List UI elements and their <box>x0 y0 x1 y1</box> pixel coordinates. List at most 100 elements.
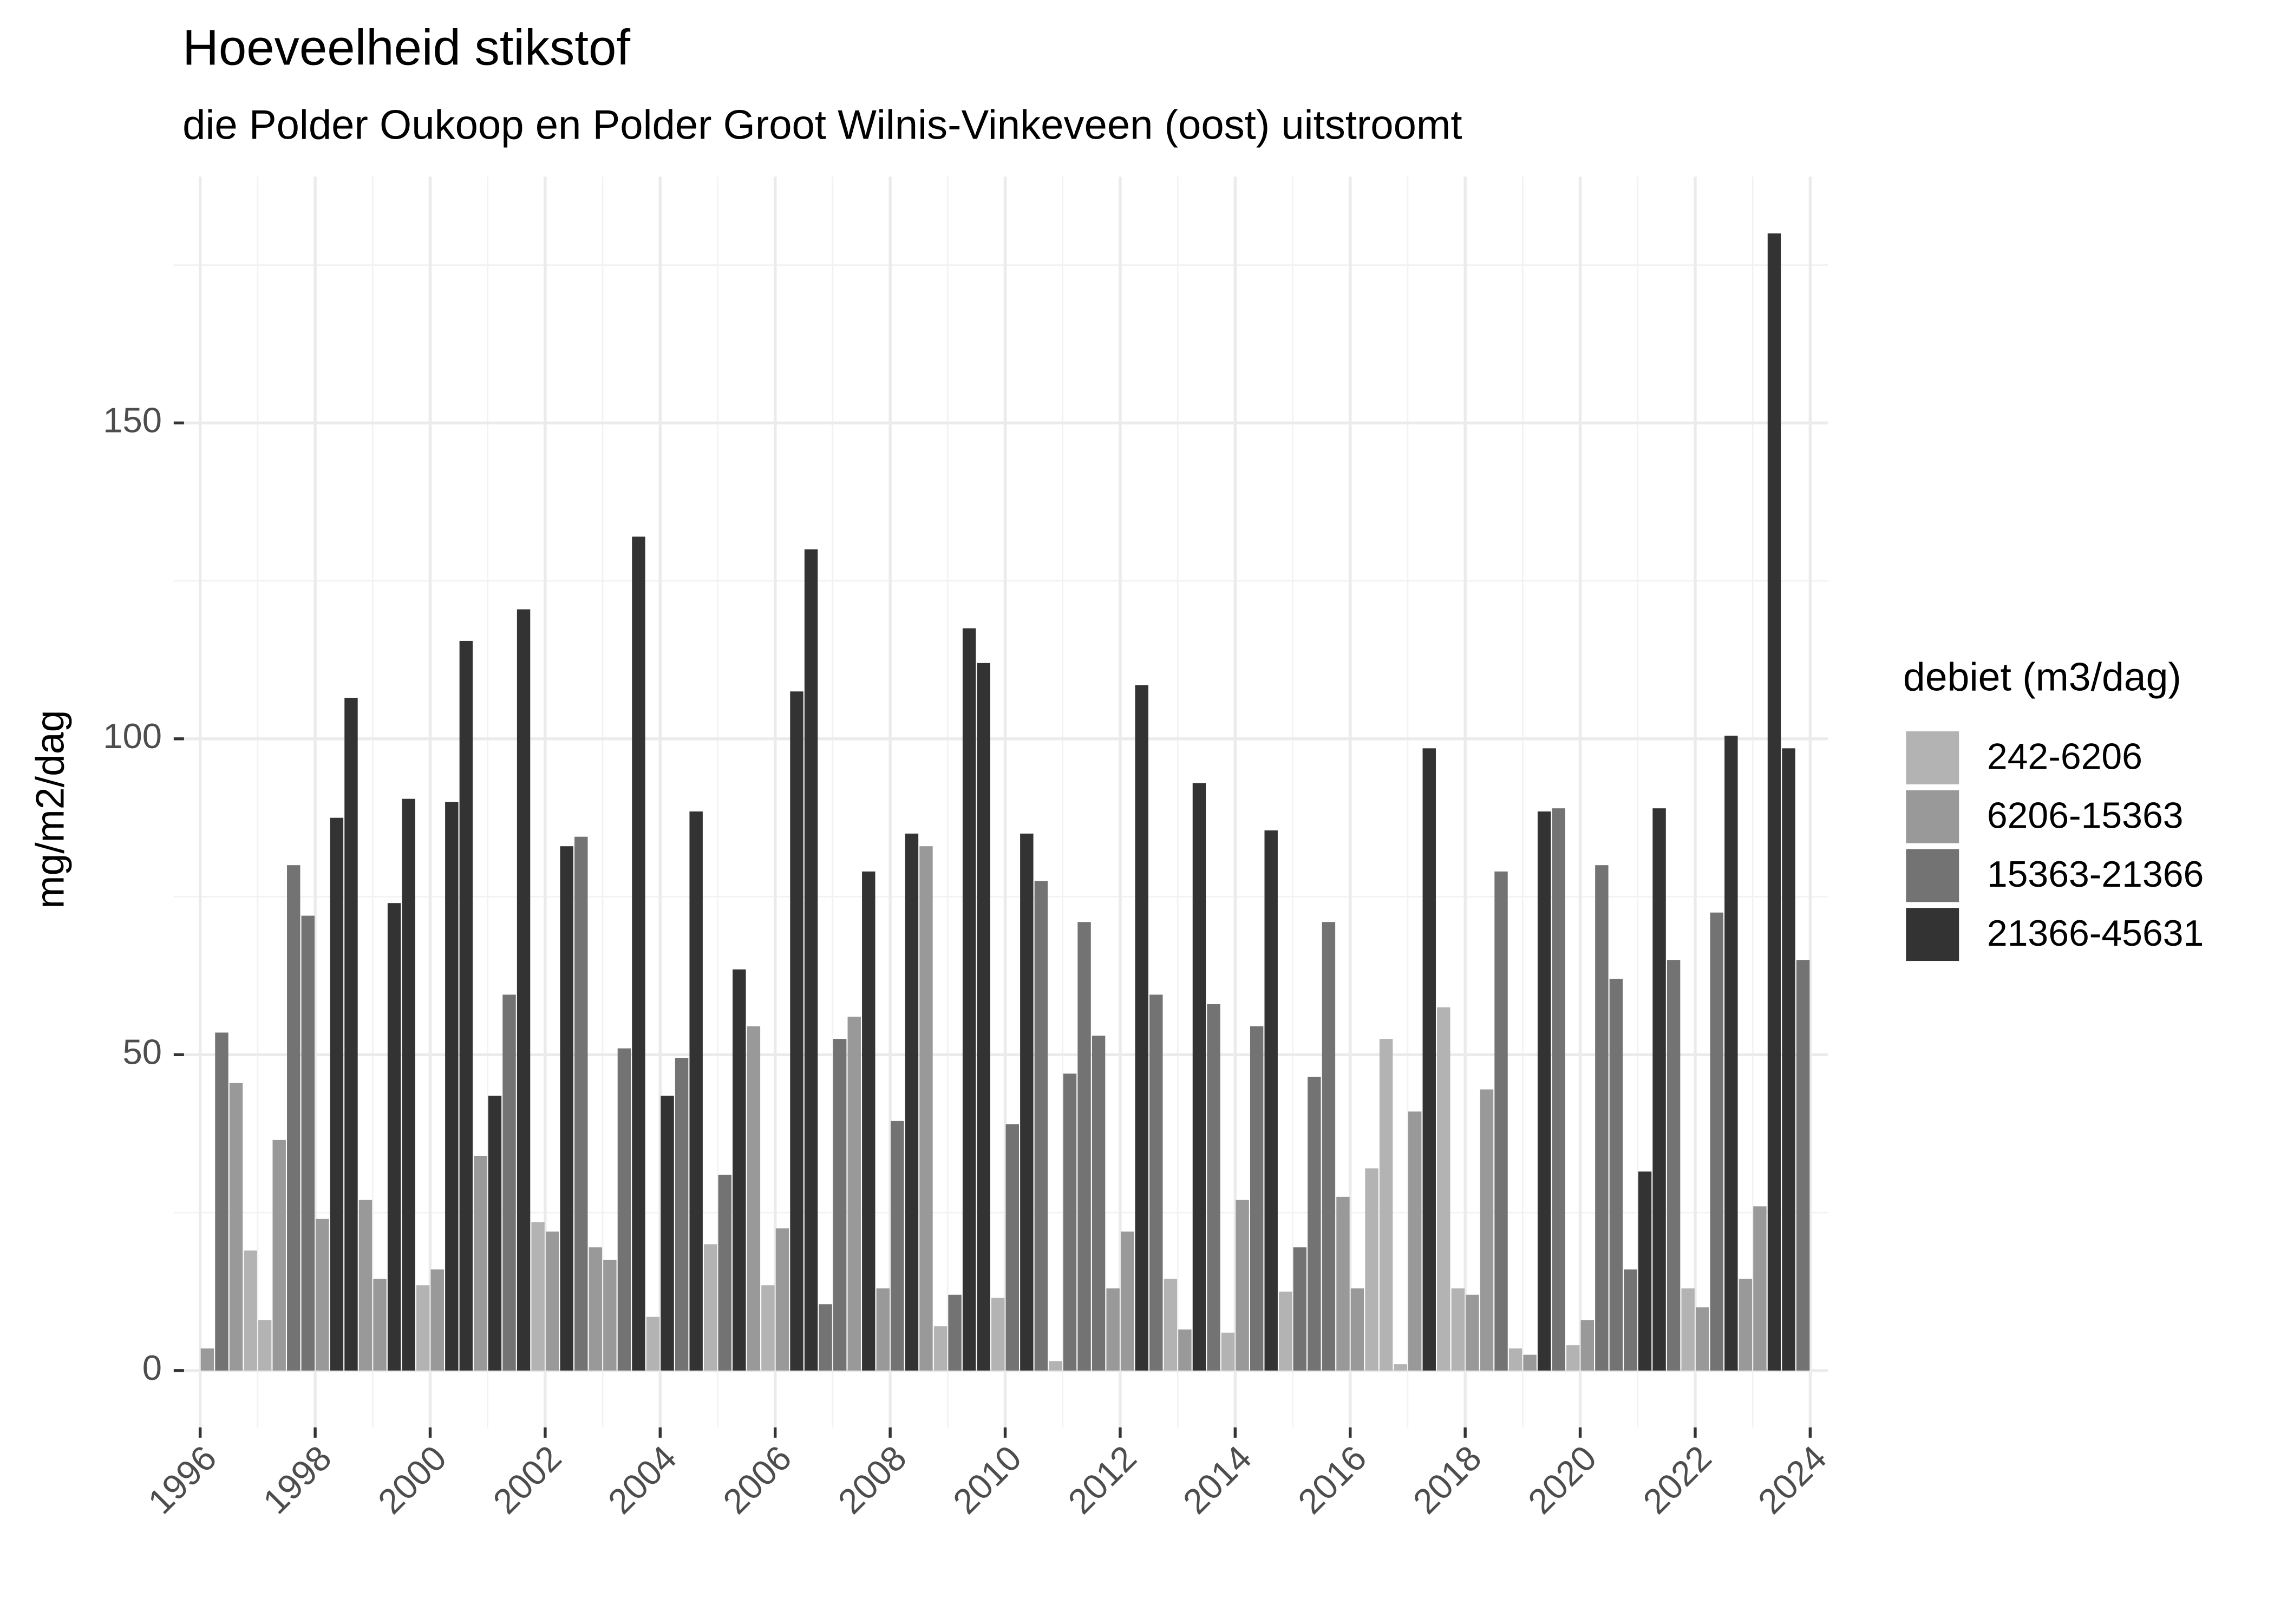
bar <box>804 549 818 1371</box>
bar <box>574 836 588 1371</box>
bar <box>1063 1073 1077 1371</box>
bar <box>876 1288 890 1371</box>
y-axis-label: mg/m2/dag <box>28 710 72 909</box>
bar <box>244 1250 257 1371</box>
bar <box>1566 1345 1580 1371</box>
bar <box>373 1279 387 1371</box>
bar <box>632 536 645 1371</box>
bar <box>948 1294 962 1371</box>
legend-label: 15363-21366 <box>1987 854 2204 895</box>
bar <box>1106 1288 1120 1371</box>
bar <box>258 1320 272 1371</box>
bar <box>1192 783 1206 1371</box>
bar <box>1710 912 1723 1371</box>
bar <box>1466 1294 1479 1371</box>
legend-key <box>1906 731 1959 784</box>
bar <box>1753 1206 1767 1371</box>
bar <box>977 663 990 1371</box>
bar <box>718 1175 731 1371</box>
bar <box>1005 1124 1020 1371</box>
bar <box>1537 811 1551 1371</box>
bar <box>905 833 919 1371</box>
bar <box>1077 922 1091 1371</box>
bar <box>459 640 473 1371</box>
bar <box>704 1244 717 1371</box>
legend-label: 21366-45631 <box>1987 913 2204 954</box>
bar <box>790 691 803 1371</box>
bar <box>358 1200 373 1371</box>
legend-label: 242-6206 <box>1987 736 2142 777</box>
bar <box>545 1232 559 1371</box>
bar <box>200 1348 214 1371</box>
bar <box>991 1298 1005 1371</box>
bar <box>1552 808 1565 1371</box>
bar <box>761 1285 775 1371</box>
legend-key <box>1906 849 1959 902</box>
y-tick-label: 50 <box>123 1032 162 1072</box>
legend-key <box>1906 790 1959 843</box>
bar <box>1308 1077 1321 1371</box>
bar <box>1408 1111 1422 1371</box>
bar <box>1523 1354 1537 1371</box>
bar <box>617 1048 631 1371</box>
bar <box>891 1121 904 1371</box>
bar <box>1451 1288 1465 1371</box>
bar <box>330 817 344 1371</box>
bar <box>1667 960 1681 1371</box>
bar <box>833 1039 847 1371</box>
bar <box>589 1247 603 1371</box>
bar <box>775 1228 789 1371</box>
bar <box>689 811 703 1371</box>
bar <box>919 846 933 1371</box>
bar <box>1624 1269 1637 1371</box>
bar <box>1767 233 1781 1371</box>
bar <box>1221 1332 1235 1371</box>
bar <box>474 1156 487 1371</box>
bar <box>1279 1291 1292 1371</box>
bar <box>430 1269 444 1371</box>
bar <box>1609 979 1623 1371</box>
bar <box>1394 1364 1407 1371</box>
bar <box>847 1017 861 1371</box>
bar <box>661 1096 674 1371</box>
bar <box>1350 1288 1364 1371</box>
bar <box>1034 881 1048 1371</box>
bar <box>560 846 573 1371</box>
bar <box>747 1026 761 1371</box>
bar <box>502 994 516 1371</box>
bar <box>1782 748 1795 1371</box>
bar <box>646 1317 660 1371</box>
bar <box>1164 1279 1178 1371</box>
bar <box>862 871 875 1371</box>
bar <box>1379 1039 1393 1371</box>
bar <box>344 697 358 1371</box>
bar <box>1365 1168 1378 1371</box>
bar <box>1149 994 1163 1371</box>
bar <box>1652 808 1666 1371</box>
bar <box>1595 865 1609 1371</box>
bar <box>675 1058 689 1371</box>
bar <box>1580 1320 1595 1371</box>
y-tick-label: 0 <box>142 1348 162 1387</box>
bar <box>1236 1200 1249 1371</box>
bar <box>1508 1348 1522 1371</box>
bar <box>215 1032 228 1371</box>
bar <box>1638 1171 1652 1371</box>
bar <box>1480 1089 1494 1371</box>
y-tick-label: 150 <box>103 401 162 440</box>
bar <box>933 1326 948 1371</box>
chart-title: Hoeveelheid stikstof <box>182 19 630 76</box>
bar <box>387 903 401 1371</box>
bar <box>316 1219 329 1371</box>
bar <box>1739 1279 1753 1371</box>
bar <box>488 1096 502 1371</box>
bar <box>531 1222 545 1371</box>
y-tick-label: 100 <box>103 716 162 756</box>
bar <box>1724 735 1738 1371</box>
bar <box>1336 1196 1350 1371</box>
legend-label: 6206-15363 <box>1987 795 2184 836</box>
bar <box>517 609 531 1371</box>
bar <box>1494 871 1508 1371</box>
